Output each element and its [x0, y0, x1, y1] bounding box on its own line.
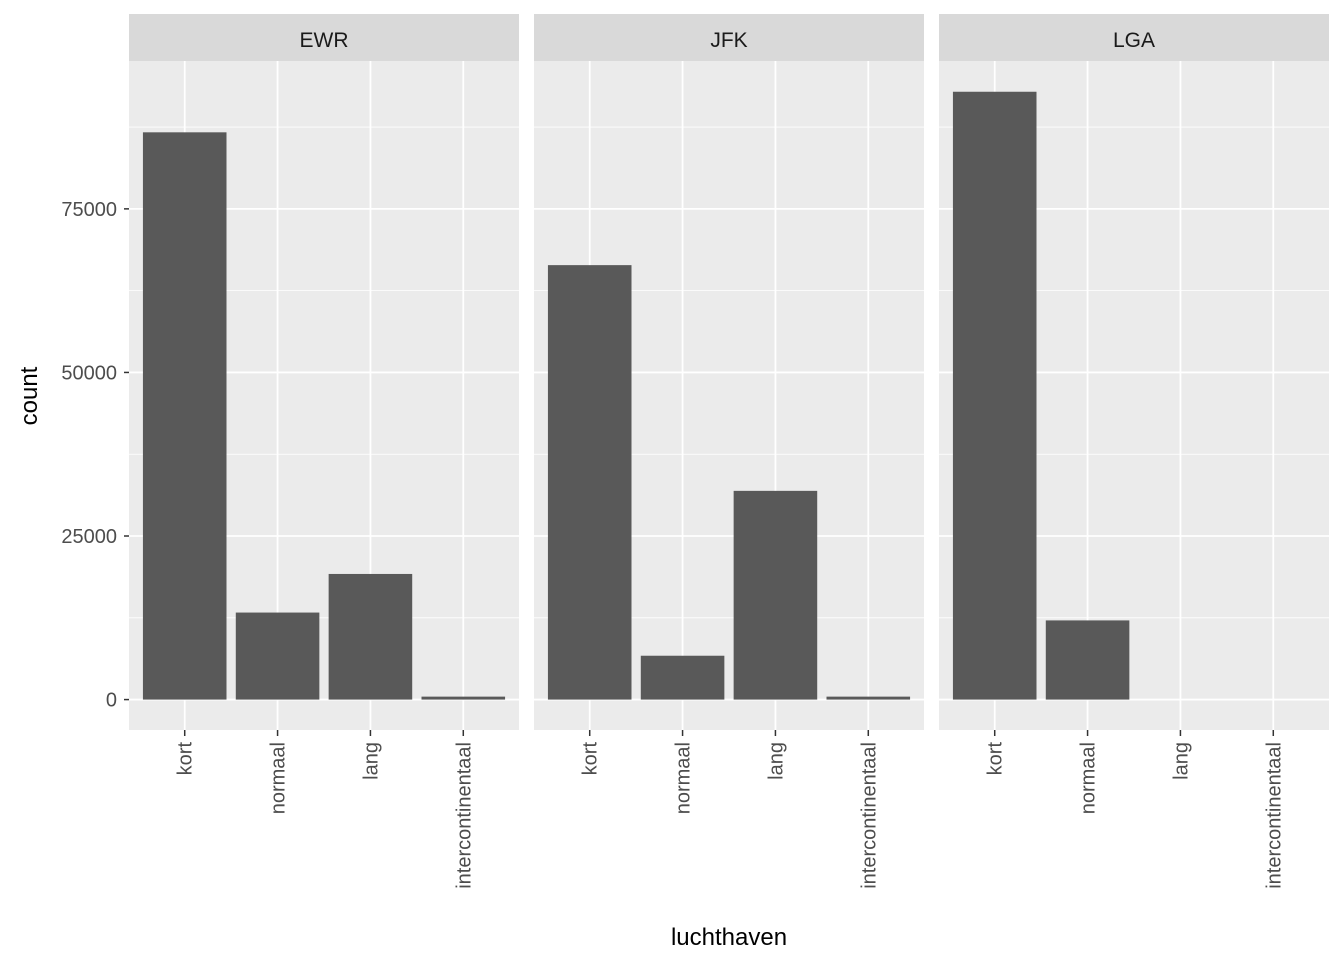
bar-ewr-lang	[328, 573, 413, 700]
y-tick-label: 50000	[61, 362, 117, 384]
x-tick-label: lang	[360, 742, 382, 780]
facet-panel-jfk: JFK kort normaal lang intercontinentaal	[534, 14, 924, 889]
bar-lga-kort	[952, 91, 1037, 700]
facet-strip-label: EWR	[300, 29, 349, 52]
bar-jfk-kort	[547, 265, 632, 700]
x-tick-label: kort	[985, 742, 1007, 776]
y-tick-label: 0	[106, 690, 117, 712]
facet-panel-lga: LGA kort normaal lang intercontinentaal	[939, 14, 1329, 889]
y-tick-label: 75000	[61, 199, 117, 221]
x-tick-label: lang	[765, 742, 787, 780]
bar-jfk-lang	[733, 490, 818, 700]
x-tick-label: intercontinentaal	[858, 742, 880, 889]
bar-ewr-normaal	[235, 612, 320, 700]
facet-strip	[534, 14, 924, 61]
x-tick-label: kort	[580, 742, 602, 776]
y-tick-label: 25000	[61, 526, 117, 548]
bar-jfk-intercontinentaal	[826, 696, 911, 700]
x-axis-label: luchthaven	[671, 924, 787, 951]
x-tick-label: intercontinentaal	[1263, 742, 1285, 889]
x-tick-label: normaal	[1078, 742, 1100, 814]
facet-strip-label: LGA	[1113, 29, 1155, 52]
facet-strip-label: JFK	[710, 29, 747, 52]
bar-jfk-normaal	[640, 655, 725, 700]
bar-ewr-intercontinentaal	[421, 696, 506, 700]
facet-strip	[129, 14, 519, 61]
facet-strip	[939, 14, 1329, 61]
x-tick-label: kort	[175, 742, 197, 776]
x-tick-label: lang	[1170, 742, 1192, 780]
x-tick-label: normaal	[673, 742, 695, 814]
bar-ewr-kort	[142, 132, 227, 700]
bar-lga-normaal	[1045, 620, 1130, 700]
x-tick-label: intercontinentaal	[453, 742, 475, 889]
y-axis-label: count	[16, 366, 43, 425]
x-tick-label: normaal	[268, 742, 290, 814]
facet-panel-ewr: EWR kort normaal lang intercontinentaal	[129, 14, 519, 889]
